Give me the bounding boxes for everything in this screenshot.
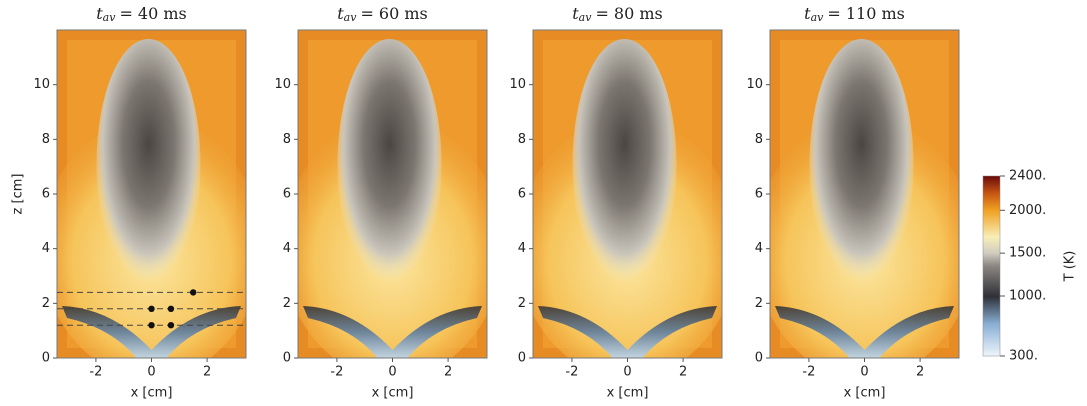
y-tick-label: 0 bbox=[42, 351, 50, 366]
y-tick-label: 0 bbox=[518, 351, 526, 366]
panel-title: tav = 80 ms bbox=[572, 4, 663, 25]
probe-point bbox=[148, 322, 155, 329]
x-tick-label: 2 bbox=[203, 365, 211, 380]
y-tick-label: 2 bbox=[755, 296, 763, 311]
x-tick-label: 0 bbox=[860, 365, 868, 380]
title-text: = 60 ms bbox=[360, 4, 427, 23]
y-axis-label: z [cm] bbox=[11, 174, 26, 215]
flame-v bbox=[303, 306, 482, 358]
title-sub: av bbox=[811, 11, 825, 24]
colorbar bbox=[982, 175, 1001, 357]
x-tick-label: 0 bbox=[147, 365, 155, 380]
flame-v bbox=[62, 306, 241, 358]
colorbar-tick-label: 2400. bbox=[1009, 169, 1046, 184]
probe-point bbox=[167, 305, 175, 312]
y-tick-label: 4 bbox=[518, 241, 526, 256]
y-tick-label: 0 bbox=[283, 351, 291, 366]
field bbox=[57, 30, 246, 358]
title-sub: av bbox=[579, 11, 593, 24]
y-tick-label: 0 bbox=[755, 351, 763, 366]
x-axis-label: x [cm] bbox=[131, 386, 173, 401]
x-tick-label: -2 bbox=[565, 365, 578, 380]
y-tick-label: 6 bbox=[42, 187, 50, 202]
plume bbox=[96, 39, 201, 289]
colorbar-label: T (K) bbox=[1063, 251, 1078, 283]
y-tick-label: 10 bbox=[33, 77, 50, 92]
y-tick-label: 10 bbox=[274, 77, 291, 92]
title-var: t bbox=[572, 4, 579, 23]
probe-point bbox=[189, 289, 197, 296]
plume bbox=[337, 39, 442, 289]
field bbox=[770, 30, 959, 358]
field bbox=[298, 30, 487, 358]
x-tick-label: -2 bbox=[89, 365, 102, 380]
panel-title: tav = 110 ms bbox=[804, 4, 905, 25]
title-var: t bbox=[96, 4, 103, 23]
y-tick-label: 6 bbox=[518, 187, 526, 202]
plume bbox=[809, 39, 914, 289]
x-tick-label: -2 bbox=[802, 365, 815, 380]
y-tick-label: 6 bbox=[755, 187, 763, 202]
title-var: t bbox=[804, 4, 811, 23]
panel-title: tav = 40 ms bbox=[96, 4, 187, 25]
y-tick-label: 2 bbox=[42, 296, 50, 311]
y-tick-label: 8 bbox=[283, 132, 291, 147]
y-tick-label: 2 bbox=[518, 296, 526, 311]
x-axis-label: x [cm] bbox=[372, 386, 414, 401]
probe-point bbox=[167, 322, 175, 329]
y-tick-label: 4 bbox=[755, 241, 763, 256]
flame-v bbox=[538, 306, 717, 358]
title-sub: av bbox=[103, 11, 117, 24]
y-tick-label: 2 bbox=[283, 296, 291, 311]
x-tick-label: 2 bbox=[444, 365, 452, 380]
x-tick-label: -2 bbox=[330, 365, 343, 380]
title-text: = 110 ms bbox=[827, 4, 905, 23]
y-tick-label: 10 bbox=[746, 77, 763, 92]
flame-v bbox=[775, 306, 954, 358]
y-tick-label: 10 bbox=[509, 77, 526, 92]
x-tick-label: 2 bbox=[679, 365, 687, 380]
y-tick-label: 8 bbox=[755, 132, 763, 147]
title-sub: av bbox=[344, 11, 358, 24]
colorbar-tick-label: 300. bbox=[1009, 349, 1038, 364]
y-tick-label: 8 bbox=[42, 132, 50, 147]
colorbar-tick-label: 1500. bbox=[1009, 246, 1046, 261]
probe-point bbox=[148, 305, 155, 312]
title-var: t bbox=[337, 4, 344, 23]
x-tick-label: 2 bbox=[916, 365, 924, 380]
x-axis-label: x [cm] bbox=[844, 386, 886, 401]
y-tick-label: 4 bbox=[42, 241, 50, 256]
field bbox=[533, 30, 722, 358]
title-text: = 40 ms bbox=[119, 4, 186, 23]
y-tick-label: 8 bbox=[518, 132, 526, 147]
colorbar-tick-label: 1000. bbox=[1009, 289, 1046, 304]
y-tick-label: 6 bbox=[283, 187, 291, 202]
plume bbox=[572, 39, 677, 289]
title-text: = 80 ms bbox=[595, 4, 662, 23]
x-tick-label: 0 bbox=[388, 365, 396, 380]
x-tick-label: 0 bbox=[623, 365, 631, 380]
y-tick-label: 4 bbox=[283, 241, 291, 256]
colorbar-tick-label: 2000. bbox=[1009, 203, 1046, 218]
panel-title: tav = 60 ms bbox=[337, 4, 428, 25]
x-axis-label: x [cm] bbox=[607, 386, 649, 401]
